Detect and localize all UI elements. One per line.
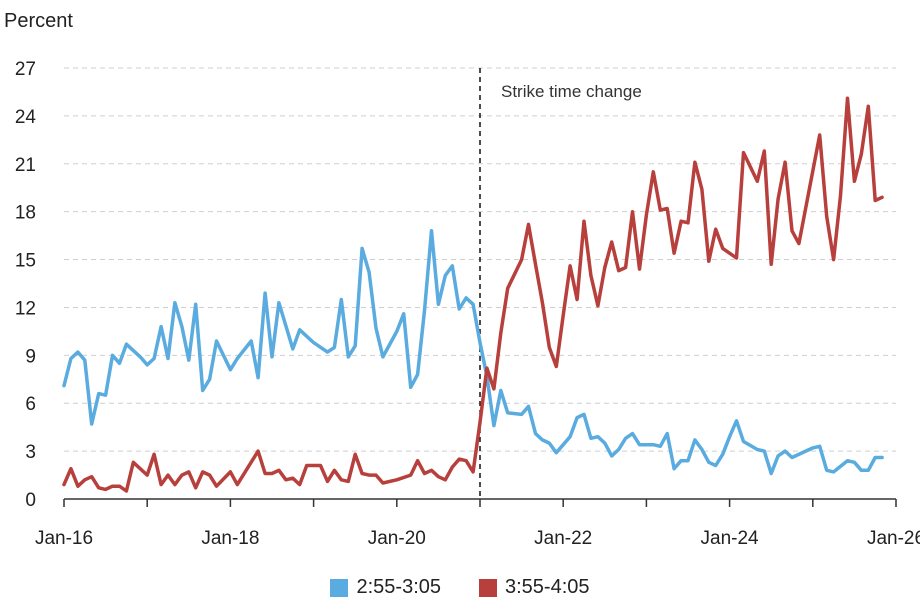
x-tick-label: Jan-24 — [701, 528, 760, 549]
legend: 2:55-3:05 3:55-4:05 — [0, 576, 920, 599]
x-tick-label: Jan-20 — [368, 528, 426, 549]
series-line-1 — [62, 229, 884, 476]
legend-item-series-1: 2:55-3:05 — [330, 576, 441, 599]
x-tick-label: Jan-18 — [201, 528, 259, 549]
y-tick-label: 3 — [25, 442, 36, 463]
y-tick-label: 18 — [15, 203, 36, 224]
x-tick-label: Jan-16 — [35, 528, 93, 549]
x-axis: Jan-16 Jan-18 Jan-20 Jan-22 Jan-24 Jan-26 — [35, 499, 920, 549]
annotations: Strike time change — [479, 68, 642, 499]
legend-label-series-2: 3:55-4:05 — [505, 576, 590, 598]
y-tick-label: 27 — [15, 59, 36, 80]
y-tick-label: 6 — [25, 394, 36, 415]
series-line-2 — [62, 96, 884, 493]
y-tick-label: 24 — [15, 107, 37, 128]
annotation-label: Strike time change — [501, 82, 642, 101]
y-tick-label: 15 — [15, 251, 36, 272]
y-axis-ticks: 0 3 6 9 12 15 18 21 24 27 — [15, 59, 37, 511]
y-tick-label: 12 — [15, 298, 36, 319]
y-tick-label: 0 — [25, 490, 36, 511]
y-tick-label: 21 — [15, 155, 36, 176]
legend-item-series-2: 3:55-4:05 — [479, 576, 590, 599]
x-tick-label: Jan-26 — [867, 528, 920, 549]
x-tick-label: Jan-22 — [534, 528, 592, 549]
legend-label-series-1: 2:55-3:05 — [356, 576, 441, 598]
y-tick-label: 9 — [25, 346, 36, 367]
series-lines — [62, 96, 884, 493]
y-axis-unit-label: Percent — [4, 10, 73, 32]
legend-swatch-series-2 — [479, 578, 497, 597]
legend-swatch-series-1 — [330, 578, 349, 597]
